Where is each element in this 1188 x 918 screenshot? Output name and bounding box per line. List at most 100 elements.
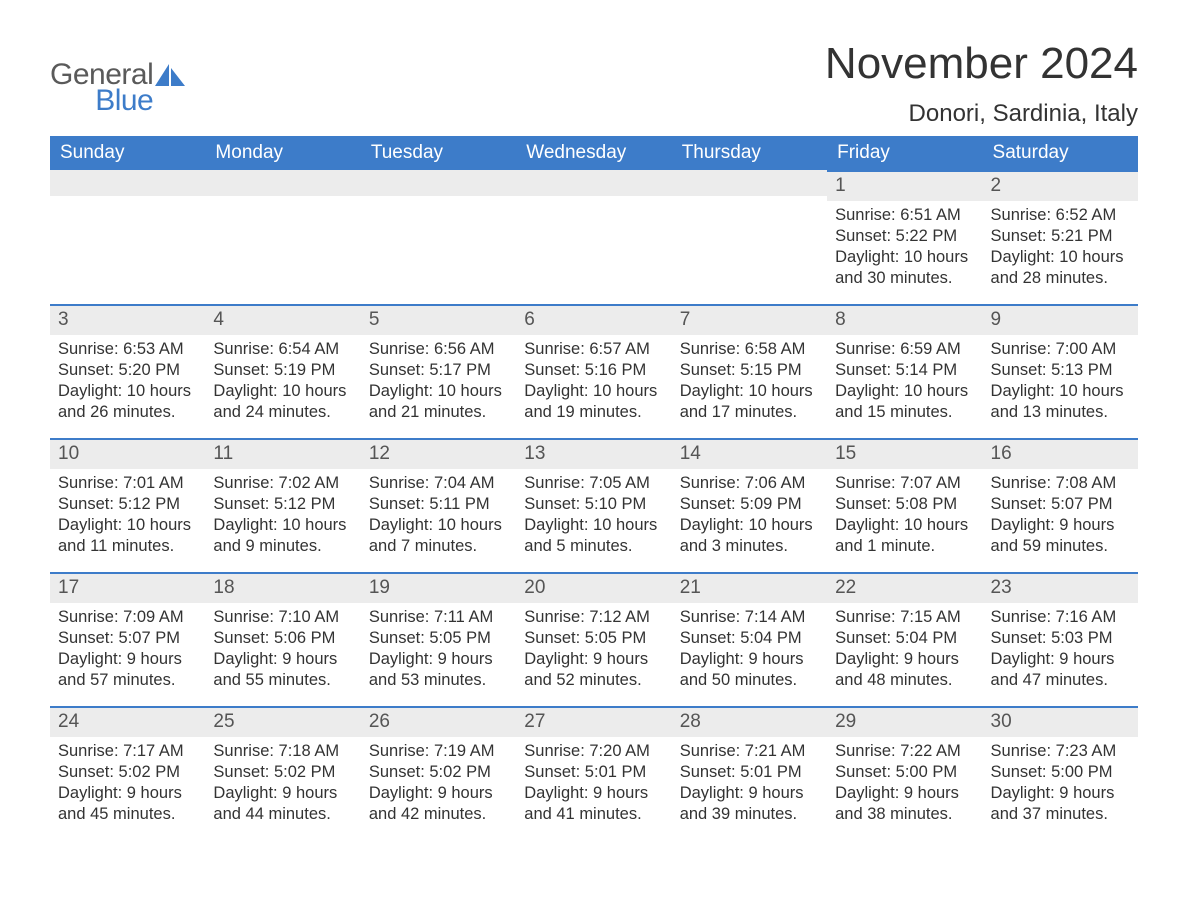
calendar-cell: 23Sunrise: 7:16 AMSunset: 5:03 PMDayligh…	[983, 572, 1138, 706]
day-cell: 26Sunrise: 7:19 AMSunset: 5:02 PMDayligh…	[361, 706, 516, 840]
calendar-cell: 11 Sunrise: 7:02 AMSunset: 5:12 PMDayligh…	[205, 438, 360, 572]
sunset-text: Sunset: 5:04 PM	[680, 628, 819, 649]
day-details: Sunrise: 7:09 AMSunset: 5:07 PMDaylight:…	[50, 603, 205, 693]
calendar-body: 1Sunrise: 6:51 AMSunset: 5:22 PMDaylight…	[50, 170, 1138, 840]
daylight-text: Daylight: 9 hours and 57 minutes.	[58, 649, 197, 691]
sunrise-text: Sunrise: 7:04 AM	[369, 473, 508, 494]
day-cell: 6Sunrise: 6:57 AMSunset: 5:16 PMDaylight…	[516, 304, 671, 438]
day-details: Sunrise: 7:12 AMSunset: 5:05 PMDaylight:…	[516, 603, 671, 693]
sunrise-text: Sunrise: 7:09 AM	[58, 607, 197, 628]
daylight-text: Daylight: 10 hours and 9 minutes.	[213, 515, 352, 557]
sunset-text: Sunset: 5:06 PM	[213, 628, 352, 649]
brand-text: General Blue	[50, 60, 153, 116]
day-cell: 12Sunrise: 7:04 AMSunset: 5:11 PMDayligh…	[361, 438, 516, 572]
day-cell: 19Sunrise: 7:11 AMSunset: 5:05 PMDayligh…	[361, 572, 516, 706]
sunrise-text: Sunrise: 7:11 AM	[369, 607, 508, 628]
day-cell: 21Sunrise: 7:14 AMSunset: 5:04 PMDayligh…	[672, 572, 827, 706]
day-number: 4	[205, 304, 360, 335]
day-details: Sunrise: 6:51 AMSunset: 5:22 PMDaylight:…	[827, 201, 982, 291]
sunrise-text: Sunrise: 7:12 AM	[524, 607, 663, 628]
day-number: 14	[672, 438, 827, 469]
sunrise-text: Sunrise: 7:01 AM	[58, 473, 197, 494]
calendar-cell: 19Sunrise: 7:11 AMSunset: 5:05 PMDayligh…	[361, 572, 516, 706]
calendar-cell	[672, 170, 827, 304]
calendar-cell: 6Sunrise: 6:57 AMSunset: 5:16 PMDaylight…	[516, 304, 671, 438]
day-details: Sunrise: 7:19 AMSunset: 5:02 PMDaylight:…	[361, 737, 516, 827]
sunrise-text: Sunrise: 7:02 AM	[213, 473, 352, 494]
day-details: Sunrise: 7:10 AMSunset: 5:06 PMDaylight:…	[205, 603, 360, 693]
day-number: 3	[50, 304, 205, 335]
day-cell: 23Sunrise: 7:16 AMSunset: 5:03 PMDayligh…	[983, 572, 1138, 706]
day-details: Sunrise: 7:00 AMSunset: 5:13 PMDaylight:…	[983, 335, 1138, 425]
day-cell: 9Sunrise: 7:00 AMSunset: 5:13 PMDaylight…	[983, 304, 1138, 438]
day-cell: 13Sunrise: 7:05 AMSunset: 5:10 PMDayligh…	[516, 438, 671, 572]
sunset-text: Sunset: 5:17 PM	[369, 360, 508, 381]
day-number: 16	[983, 438, 1138, 469]
day-number: 23	[983, 572, 1138, 603]
calendar-cell: 22Sunrise: 7:15 AMSunset: 5:04 PMDayligh…	[827, 572, 982, 706]
day-number: 11	[205, 438, 360, 469]
day-cell: 7Sunrise: 6:58 AMSunset: 5:15 PMDaylight…	[672, 304, 827, 438]
calendar-cell: 29Sunrise: 7:22 AMSunset: 5:00 PMDayligh…	[827, 706, 982, 840]
calendar-cell	[205, 170, 360, 304]
sunrise-text: Sunrise: 7:19 AM	[369, 741, 508, 762]
day-number: 7	[672, 304, 827, 335]
day-cell: 8Sunrise: 6:59 AMSunset: 5:14 PMDaylight…	[827, 304, 982, 438]
sunrise-text: Sunrise: 7:17 AM	[58, 741, 197, 762]
sunset-text: Sunset: 5:01 PM	[680, 762, 819, 783]
calendar-cell: 9Sunrise: 7:00 AMSunset: 5:13 PMDaylight…	[983, 304, 1138, 438]
sunrise-text: Sunrise: 7:10 AM	[213, 607, 352, 628]
day-details: Sunrise: 7:15 AMSunset: 5:04 PMDaylight:…	[827, 603, 982, 693]
day-details: Sunrise: 7:16 AMSunset: 5:03 PMDaylight:…	[983, 603, 1138, 693]
empty-day-bar	[50, 170, 205, 196]
day-cell: 29Sunrise: 7:22 AMSunset: 5:00 PMDayligh…	[827, 706, 982, 840]
sunset-text: Sunset: 5:07 PM	[991, 494, 1130, 515]
day-details: Sunrise: 6:58 AMSunset: 5:15 PMDaylight:…	[672, 335, 827, 425]
day-details: Sunrise: 6:56 AMSunset: 5:17 PMDaylight:…	[361, 335, 516, 425]
day-details: Sunrise: 7:18 AMSunset: 5:02 PMDaylight:…	[205, 737, 360, 827]
sunrise-text: Sunrise: 7:05 AM	[524, 473, 663, 494]
weekday-header: Tuesday	[361, 136, 516, 170]
daylight-text: Daylight: 9 hours and 42 minutes.	[369, 783, 508, 825]
weekday-header: Monday	[205, 136, 360, 170]
day-details: Sunrise: 7:07 AMSunset: 5:08 PMDaylight:…	[827, 469, 982, 559]
daylight-text: Daylight: 9 hours and 47 minutes.	[991, 649, 1130, 691]
daylight-text: Daylight: 9 hours and 44 minutes.	[213, 783, 352, 825]
day-number: 15	[827, 438, 982, 469]
calendar-cell: 16Sunrise: 7:08 AMSunset: 5:07 PMDayligh…	[983, 438, 1138, 572]
day-cell: 14Sunrise: 7:06 AMSunset: 5:09 PMDayligh…	[672, 438, 827, 572]
sunrise-text: Sunrise: 6:54 AM	[213, 339, 352, 360]
calendar-cell: 4Sunrise: 6:54 AMSunset: 5:19 PMDaylight…	[205, 304, 360, 438]
location-subtitle: Donori, Sardinia, Italy	[825, 100, 1138, 128]
daylight-text: Daylight: 10 hours and 28 minutes.	[991, 247, 1130, 289]
sunset-text: Sunset: 5:09 PM	[680, 494, 819, 515]
calendar-cell: 26Sunrise: 7:19 AMSunset: 5:02 PMDayligh…	[361, 706, 516, 840]
sunset-text: Sunset: 5:02 PM	[58, 762, 197, 783]
day-cell: 17Sunrise: 7:09 AMSunset: 5:07 PMDayligh…	[50, 572, 205, 706]
sunset-text: Sunset: 5:14 PM	[835, 360, 974, 381]
day-cell: 20Sunrise: 7:12 AMSunset: 5:05 PMDayligh…	[516, 572, 671, 706]
day-number: 27	[516, 706, 671, 737]
calendar-cell: 18Sunrise: 7:10 AMSunset: 5:06 PMDayligh…	[205, 572, 360, 706]
calendar-cell	[361, 170, 516, 304]
day-details: Sunrise: 7:04 AMSunset: 5:11 PMDaylight:…	[361, 469, 516, 559]
sunset-text: Sunset: 5:15 PM	[680, 360, 819, 381]
sunset-text: Sunset: 5:12 PM	[213, 494, 352, 515]
calendar-cell: 1Sunrise: 6:51 AMSunset: 5:22 PMDaylight…	[827, 170, 982, 304]
sunrise-text: Sunrise: 6:58 AM	[680, 339, 819, 360]
day-cell: 10Sunrise: 7:01 AMSunset: 5:12 PMDayligh…	[50, 438, 205, 572]
empty-day-bar	[361, 170, 516, 196]
calendar-cell: 28Sunrise: 7:21 AMSunset: 5:01 PMDayligh…	[672, 706, 827, 840]
page-header: General Blue November 2024 Donori, Sardi…	[50, 40, 1138, 128]
day-details: Sunrise: 7:06 AMSunset: 5:09 PMDaylight:…	[672, 469, 827, 559]
sunrise-text: Sunrise: 6:51 AM	[835, 205, 974, 226]
daylight-text: Daylight: 9 hours and 39 minutes.	[680, 783, 819, 825]
day-details: Sunrise: 7:01 AMSunset: 5:12 PMDaylight:…	[50, 469, 205, 559]
day-cell: 3Sunrise: 6:53 AMSunset: 5:20 PMDaylight…	[50, 304, 205, 438]
month-title: November 2024	[825, 40, 1138, 88]
brand-word2: Blue	[50, 86, 153, 116]
day-details: Sunrise: 7:08 AMSunset: 5:07 PMDaylight:…	[983, 469, 1138, 559]
calendar-cell: 13Sunrise: 7:05 AMSunset: 5:10 PMDayligh…	[516, 438, 671, 572]
calendar-cell: 30Sunrise: 7:23 AMSunset: 5:00 PMDayligh…	[983, 706, 1138, 840]
calendar-cell: 8Sunrise: 6:59 AMSunset: 5:14 PMDaylight…	[827, 304, 982, 438]
